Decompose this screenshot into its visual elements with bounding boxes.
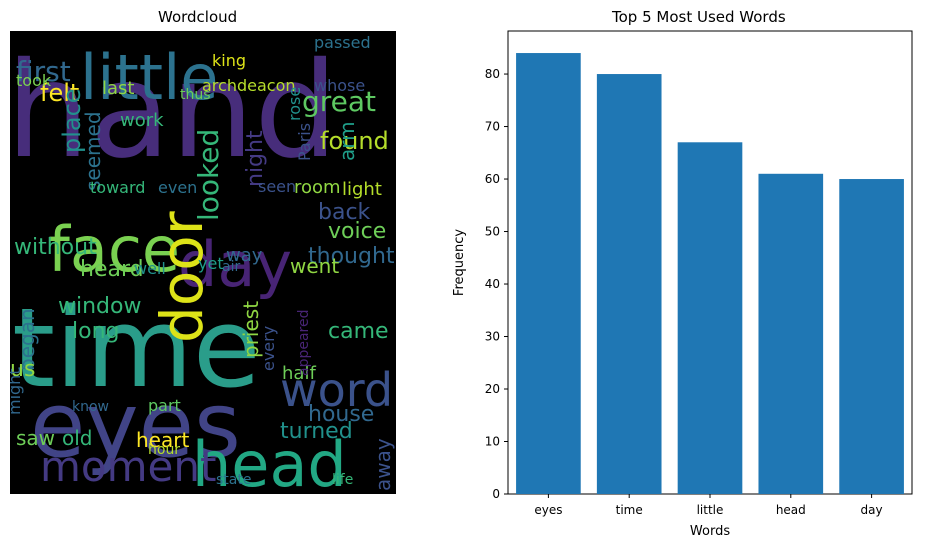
y-tick-label: 40 bbox=[485, 277, 500, 291]
wordcloud-word: arm bbox=[335, 121, 359, 161]
wordcloud-word: away bbox=[371, 438, 395, 491]
bar-time bbox=[596, 74, 662, 494]
wordcloud-word: hour bbox=[148, 442, 180, 458]
x-tick-label: eyes bbox=[534, 503, 562, 517]
wordcloud-word: light bbox=[342, 179, 382, 200]
wordcloud-word: Paris bbox=[295, 123, 314, 161]
x-axis-label: Words bbox=[690, 524, 730, 539]
wordcloud-word: looked bbox=[192, 129, 225, 221]
wordcloud-word: priest bbox=[239, 301, 263, 358]
wordcloud-word: every bbox=[259, 326, 278, 371]
wordcloud-word: air bbox=[222, 259, 240, 275]
y-tick-label: 20 bbox=[485, 382, 500, 396]
x-tick-label: head bbox=[776, 503, 806, 517]
wordcloud-word: appeared bbox=[296, 310, 312, 377]
x-tick-label: day bbox=[861, 503, 883, 517]
y-tick-label: 80 bbox=[485, 67, 500, 81]
wordcloud-word: turned bbox=[280, 419, 353, 444]
wordcloud-word: without bbox=[14, 235, 97, 260]
wordcloud-word: found bbox=[320, 127, 389, 155]
wordcloud-word: passed bbox=[314, 33, 371, 52]
wordcloud-word: word bbox=[280, 363, 393, 417]
wordcloud-word: long bbox=[72, 319, 119, 344]
wordcloud-word: old bbox=[62, 426, 93, 450]
wordcloud-word: heart bbox=[136, 428, 189, 452]
wordcloud-word: king bbox=[212, 51, 246, 70]
wordcloud-word: first bbox=[16, 55, 71, 88]
bar-head bbox=[758, 173, 824, 494]
y-tick-label: 30 bbox=[485, 330, 500, 344]
wordcloud-word: voice bbox=[328, 219, 386, 244]
wordcloud-word: day bbox=[178, 228, 292, 301]
wordcloud-word: half bbox=[282, 363, 316, 384]
y-tick-label: 0 bbox=[492, 487, 500, 501]
wordcloud-word: toward bbox=[90, 178, 145, 197]
y-tick-label: 10 bbox=[485, 435, 500, 449]
wordcloud-word: time bbox=[12, 284, 261, 412]
wordcloud-word: came bbox=[328, 319, 389, 344]
wordcloud-word: well bbox=[134, 259, 166, 278]
wordcloud-word: yet bbox=[198, 254, 224, 273]
wordcloud-word: door bbox=[148, 211, 216, 343]
bar-little bbox=[677, 142, 743, 495]
wordcloud-word: place bbox=[58, 88, 86, 153]
wordcloud-word: eyes bbox=[30, 373, 241, 478]
wordcloud-word: began bbox=[15, 308, 39, 371]
wordcloud-word: seemed bbox=[81, 111, 105, 191]
wordcloud-word: might bbox=[10, 368, 24, 415]
wordcloud-word: seen bbox=[258, 177, 296, 196]
wordcloud-word: way bbox=[226, 245, 263, 266]
x-tick-label: little bbox=[697, 503, 724, 517]
wordcloud-word: rose bbox=[285, 87, 304, 121]
wordcloud-word: saw bbox=[16, 426, 55, 450]
wordcloud-word: window bbox=[58, 294, 141, 319]
wordcloud-word: room bbox=[294, 177, 341, 198]
wordcloud-word: heard bbox=[80, 257, 144, 282]
wordcloud-word: moment bbox=[40, 442, 216, 491]
wordcloud-word: took bbox=[16, 71, 52, 90]
wordcloud-word: last bbox=[102, 78, 134, 99]
wordcloud-word: work bbox=[120, 110, 164, 131]
x-tick-label: time bbox=[616, 503, 643, 517]
wordcloud-word: life bbox=[332, 472, 353, 488]
wordcloud-title: Wordcloud bbox=[158, 8, 238, 26]
wordcloud-word: even bbox=[158, 178, 197, 197]
y-axis-label: Frequency bbox=[452, 229, 467, 296]
wordcloud-word: state bbox=[216, 472, 251, 488]
wordcloud-word: back bbox=[318, 200, 371, 225]
wordcloud-word: part bbox=[148, 396, 181, 415]
y-tick-label: 60 bbox=[485, 172, 500, 186]
wordcloud-word: us bbox=[10, 357, 35, 382]
wordcloud-word: great bbox=[302, 85, 376, 118]
bar-eyes bbox=[516, 53, 581, 495]
bar-day bbox=[839, 179, 904, 495]
wordcloud-word: archdeacon bbox=[202, 76, 296, 95]
chart-title: Top 5 Most Used Words bbox=[612, 8, 786, 26]
wordcloud-word: went bbox=[290, 254, 339, 278]
wordcloud-word: thus bbox=[180, 87, 211, 103]
wordcloud-word: face bbox=[48, 213, 180, 286]
wordcloud-word: night bbox=[243, 130, 268, 187]
wordcloud-word: felt bbox=[40, 79, 79, 107]
wordcloud-word: whose bbox=[314, 76, 365, 95]
wordcloud-word: head bbox=[192, 428, 347, 494]
wordcloud-word: house bbox=[308, 402, 374, 427]
wordcloud-word: little bbox=[80, 41, 218, 114]
wordcloud-word: thought bbox=[308, 244, 395, 269]
wordcloud-image: hand time eyes little day face head door word mom… bbox=[10, 31, 396, 494]
y-tick-label: 50 bbox=[485, 225, 500, 239]
y-tick-label: 70 bbox=[485, 120, 500, 134]
wordcloud-word: hand bbox=[10, 34, 338, 188]
wordcloud-word: know bbox=[72, 399, 109, 415]
